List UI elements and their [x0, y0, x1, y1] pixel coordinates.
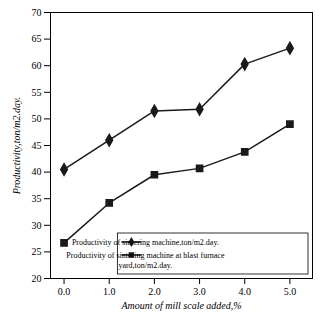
svg-text:4.0: 4.0 [238, 286, 251, 297]
svg-text:Productivity of sintering mach: Productivity of sintering machine,ton/m2… [72, 238, 219, 247]
svg-text:1.0: 1.0 [103, 286, 116, 297]
svg-text:35: 35 [32, 193, 42, 204]
svg-text:25: 25 [32, 246, 42, 257]
svg-text:50: 50 [32, 113, 42, 124]
svg-text:60: 60 [32, 60, 42, 71]
svg-text:Productivity of sintering mach: Productivity of sintering machine at bla… [66, 251, 225, 270]
svg-text:65: 65 [32, 33, 42, 44]
svg-text:30: 30 [32, 220, 42, 231]
svg-text:0.0: 0.0 [58, 286, 71, 297]
svg-text:20: 20 [32, 273, 42, 284]
svg-text:45: 45 [32, 140, 42, 151]
svg-text:70: 70 [32, 7, 42, 18]
svg-text:40: 40 [32, 166, 42, 177]
svg-text:55: 55 [32, 87, 42, 98]
svg-text:2.0: 2.0 [148, 286, 161, 297]
svg-text:Amount of mill scale added,%: Amount of mill scale added,% [120, 300, 241, 311]
svg-text:5.0: 5.0 [284, 286, 297, 297]
svg-text:Productivity,ton/m2.day.: Productivity,ton/m2.day. [11, 97, 22, 196]
svg-text:3.0: 3.0 [193, 286, 206, 297]
